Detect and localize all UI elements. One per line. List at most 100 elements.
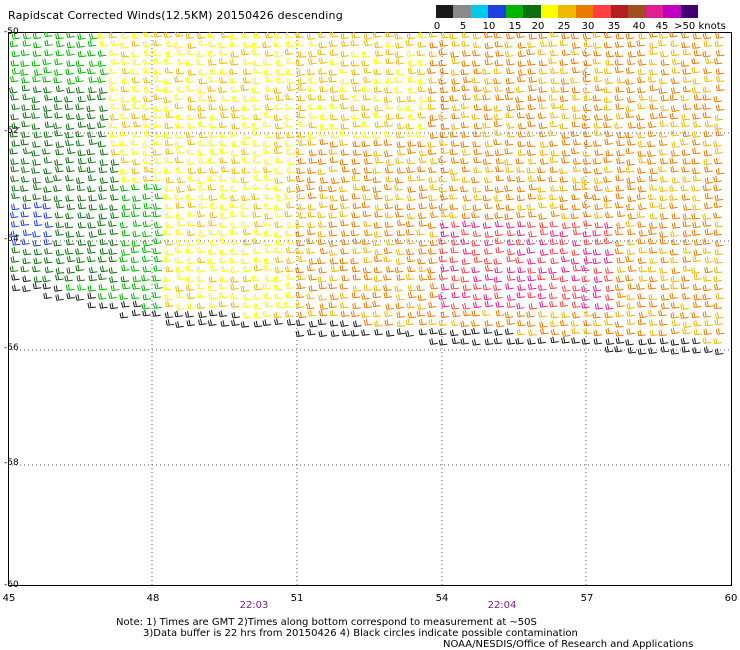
wind-barb-1331 [351,211,360,219]
wind-barb-1074 [385,175,395,183]
lat-label-58: -58 [4,458,19,468]
wind-barb-849 [55,148,64,156]
wind-barb-2098 [583,319,592,327]
wind-barb-2146 [682,327,691,335]
wind-barb-756 [461,131,470,138]
wind-barb-1119 [164,185,173,192]
wind-barb-1797 [473,275,482,282]
wind-barb-939 [329,156,339,164]
wind-barb-637 [581,114,591,121]
wind-barb-1015 [449,168,458,175]
wind-barb-1048 [99,177,109,184]
wind-barb-503 [537,95,546,102]
wind-barb-943 [374,157,384,164]
wind-barb-100 [395,41,404,49]
wind-barb-305 [506,67,515,75]
wind-barb-1912 [339,292,349,299]
wind-barb-1162 [637,185,647,193]
wind-barb-1909 [306,293,315,300]
wind-barb-1519 [275,239,285,246]
wind-barb-139 [109,49,118,56]
wind-barb-1505 [121,239,130,247]
wind-barb-68 [44,39,53,47]
wind-barb-1787 [363,273,373,281]
wind-barb-520 [11,103,20,111]
wind-barb-1426 [682,220,691,228]
wind-barb-1673 [537,256,546,264]
wind-barb-402 [143,86,153,93]
wind-barb-2066 [231,319,240,327]
wind-barb-773 [647,130,657,138]
wind-barb-1432 [32,230,41,238]
wind-barb-412 [251,86,260,94]
wind-barb-2091 [506,318,515,326]
wind-barb-1469 [440,230,450,238]
wind-barb-899 [605,149,614,157]
wind-barb-190 [670,49,680,57]
wind-barb-337 [143,76,152,84]
wind-barb-2048 [592,312,601,319]
wind-barb-56 [625,32,635,40]
wind-barb-1154 [550,185,559,192]
wind-barb-736 [242,132,252,139]
wind-barb-1 [22,32,32,40]
wind-barb-1241 [77,202,87,210]
wind-barb-1775 [230,276,239,283]
wind-barb-1316 [187,210,196,218]
wind-barb-133 [44,49,53,57]
wind-barb-1883 [702,284,712,292]
wind-barb-990 [175,166,185,174]
wind-barb-1959 [218,300,228,308]
wind-barb-223 [318,57,328,65]
wind-barb-103 [429,41,438,49]
wind-barb-1500 [65,238,75,246]
wind-barb-1706 [185,264,195,272]
wind-barb-2155 [484,338,494,346]
wind-barb-1344 [494,212,503,219]
wind-barb-1704 [165,265,174,273]
wind-barb-843 [702,140,712,147]
wind-barb-431 [461,84,470,92]
wind-barb-1383 [208,219,217,227]
wind-barb-785 [65,139,74,147]
wind-barb-2182 [660,345,670,353]
wind-barb-2162 [561,337,570,344]
wind-barb-517 [693,94,703,101]
wind-barb-1818 [702,275,712,282]
wind-barb-1124 [219,185,229,192]
wind-barb-1206 [407,194,416,202]
wind-barb-33 [372,32,382,38]
wind-barb-959 [549,156,559,164]
wind-barb-1814 [660,274,669,282]
wind-barb-243 [538,59,548,67]
wind-barb-1821 [22,285,31,292]
wind-barb-1315 [175,213,185,220]
wind-barb-731 [185,131,195,138]
wind-barb-694 [493,120,503,128]
wind-barb-2054 [658,309,667,317]
note-line-2: 3)Data buffer is 22 hrs from 20150426 4)… [143,628,578,639]
wind-barb-1187 [198,194,208,201]
wind-barb-1391 [295,221,304,228]
wind-barb-1844 [273,284,283,291]
wind-barb-277 [198,68,208,76]
wind-barb-260 [11,67,21,75]
wind-barb-639 [603,114,613,121]
wind-barb-793 [153,139,162,146]
wind-barb-940 [339,159,349,166]
wind-barb-1635 [119,255,128,263]
wind-barb-557 [418,103,427,110]
wind-barb-571 [571,105,581,112]
wind-barb-1553 [647,237,657,245]
wind-barb-802 [251,140,261,147]
wind-barb-220 [286,57,295,65]
wind-barb-811 [352,140,361,148]
wind-barb-2109 [704,319,713,327]
wind-barb-1893 [130,292,140,300]
wind-barb-274 [164,67,174,74]
wind-barb-1439 [109,228,119,236]
wind-barb-2018 [262,310,272,318]
wind-barb-1418 [594,221,604,229]
wind-barb-1483 [592,229,601,237]
wind-barb-660 [121,121,131,129]
